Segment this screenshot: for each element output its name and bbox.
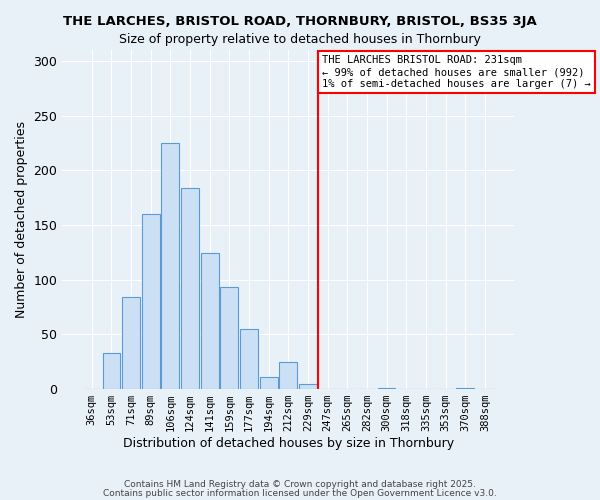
Text: Size of property relative to detached houses in Thornbury: Size of property relative to detached ho… xyxy=(119,32,481,46)
Bar xyxy=(201,254,218,389)
Bar xyxy=(142,214,160,389)
Text: Contains public sector information licensed under the Open Government Licence v3: Contains public sector information licen… xyxy=(103,488,497,498)
Bar xyxy=(220,288,238,389)
Y-axis label: Number of detached properties: Number of detached properties xyxy=(15,121,28,318)
Text: THE LARCHES BRISTOL ROAD: 231sqm
← 99% of detached houses are smaller (992)
1% o: THE LARCHES BRISTOL ROAD: 231sqm ← 99% o… xyxy=(322,56,590,88)
Bar xyxy=(161,143,179,389)
Bar xyxy=(378,388,395,389)
Bar xyxy=(280,362,297,389)
Bar xyxy=(122,297,140,389)
Bar xyxy=(240,329,258,389)
Bar xyxy=(299,384,317,389)
Bar xyxy=(103,353,120,389)
X-axis label: Distribution of detached houses by size in Thornbury: Distribution of detached houses by size … xyxy=(123,437,454,450)
Bar xyxy=(181,188,199,389)
Text: THE LARCHES, BRISTOL ROAD, THORNBURY, BRISTOL, BS35 3JA: THE LARCHES, BRISTOL ROAD, THORNBURY, BR… xyxy=(63,15,537,28)
Bar xyxy=(457,388,474,389)
Text: Contains HM Land Registry data © Crown copyright and database right 2025.: Contains HM Land Registry data © Crown c… xyxy=(124,480,476,489)
Bar xyxy=(260,377,278,389)
